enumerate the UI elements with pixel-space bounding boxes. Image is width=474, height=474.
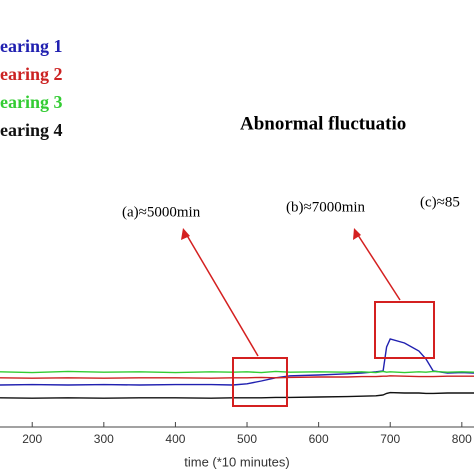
line-series xyxy=(0,375,474,379)
highlight-box xyxy=(232,357,288,407)
highlight-box xyxy=(374,301,435,359)
x-tick-label: 800 xyxy=(452,432,472,446)
arrow-head xyxy=(181,228,190,240)
arrow xyxy=(184,231,259,357)
x-tick-label: 600 xyxy=(309,432,329,446)
annotation: (c)≈85 xyxy=(420,194,460,210)
legend-label: earing 3 xyxy=(0,92,63,112)
legend-label: earing 4 xyxy=(0,120,63,140)
x-tick-label: 300 xyxy=(94,432,114,446)
x-tick-label: 200 xyxy=(22,432,42,446)
line-series xyxy=(0,391,474,399)
x-axis-label: time (*10 minutes) xyxy=(184,454,289,469)
x-tick-label: 700 xyxy=(380,432,400,446)
annotation: (b)≈7000min xyxy=(286,199,366,215)
annotation: Abnormal fluctuatio xyxy=(240,113,406,134)
arrow xyxy=(355,231,401,301)
plot: 200 300 400 500 600 700 800 xyxy=(0,338,474,446)
arrow-head xyxy=(353,228,361,240)
x-tick-label: 500 xyxy=(237,432,257,446)
x-tick-label: 400 xyxy=(165,432,185,446)
annotation: (a)≈5000min xyxy=(122,204,201,220)
line-series xyxy=(0,370,474,374)
legend-label: earing 1 xyxy=(0,36,63,56)
legend-label: earing 2 xyxy=(0,64,63,84)
